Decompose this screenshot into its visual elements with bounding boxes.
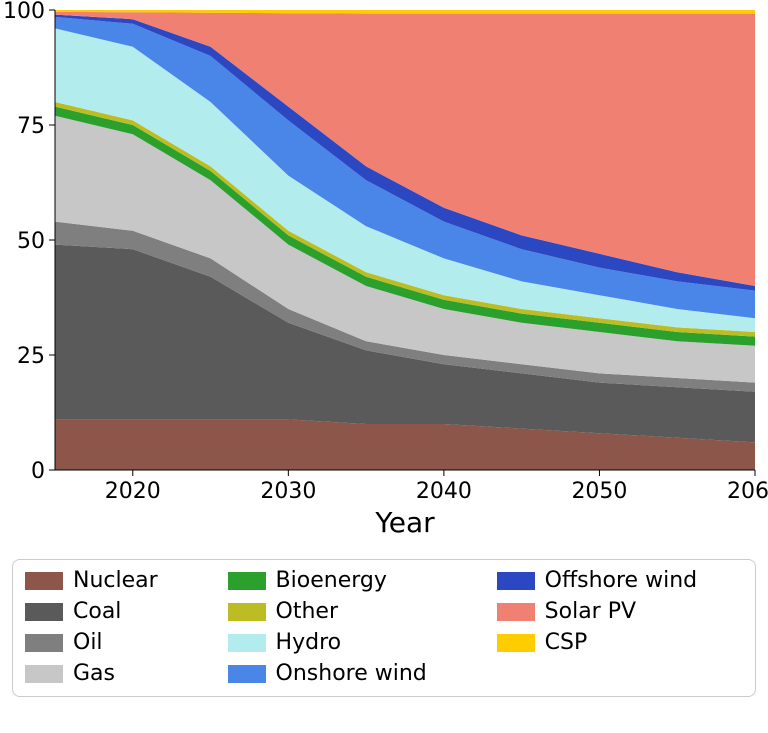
legend-item-csp: CSP [497,630,743,655]
legend-item-gas: Gas [25,661,204,686]
legend-item-onshore-wind: Onshore wind [228,661,473,686]
x-tick-label: 2060 [727,479,768,504]
legend-item-oil: Oil [25,630,204,655]
legend-item-coal: Coal [25,599,204,624]
x-axis-label: Year [374,506,435,539]
legend-label: Oil [73,630,103,655]
x-tick-label: 2040 [416,479,472,504]
legend-label: Solar PV [545,599,636,624]
x-tick-label: 2030 [260,479,316,504]
legend-swatch [25,665,63,683]
legend-item-other: Other [228,599,473,624]
y-tick-label: 100 [3,0,45,24]
legend-swatch [25,603,63,621]
legend-label: Offshore wind [545,568,697,593]
legend-swatch [25,634,63,652]
legend-swatch [497,572,535,590]
stacked-area-chart: 0 25 50 75 100 2020 2030 2040 2050 2060 Year [0,0,768,555]
x-tick-label: 2020 [105,479,161,504]
legend-label: CSP [545,630,588,655]
x-tick-label: 2050 [571,479,627,504]
legend-label: Nuclear [73,568,158,593]
legend-item-nuclear: Nuclear [25,568,204,593]
legend-swatch [228,634,266,652]
y-tick-label: 75 [17,114,45,139]
y-tick-label: 25 [17,344,45,369]
legend-swatch [228,603,266,621]
y-tick-label: 50 [17,229,45,254]
legend-swatch [497,634,535,652]
legend: Nuclear Bioenergy Offshore wind Coal Other So… [12,559,756,697]
legend-label: Coal [73,599,121,624]
legend-label: Hydro [276,630,342,655]
legend-swatch [228,572,266,590]
legend-label: Onshore wind [276,661,427,686]
legend-item-solar-pv: Solar PV [497,599,743,624]
legend-item-offshore-wind: Offshore wind [497,568,743,593]
legend-swatch [228,665,266,683]
legend-swatch [25,572,63,590]
legend-label: Other [276,599,338,624]
legend-swatch [497,603,535,621]
legend-label: Bioenergy [276,568,387,593]
y-tick-label: 0 [31,459,45,484]
legend-label: Gas [73,661,115,686]
legend-item-hydro: Hydro [228,630,473,655]
legend-item-bioenergy: Bioenergy [228,568,473,593]
